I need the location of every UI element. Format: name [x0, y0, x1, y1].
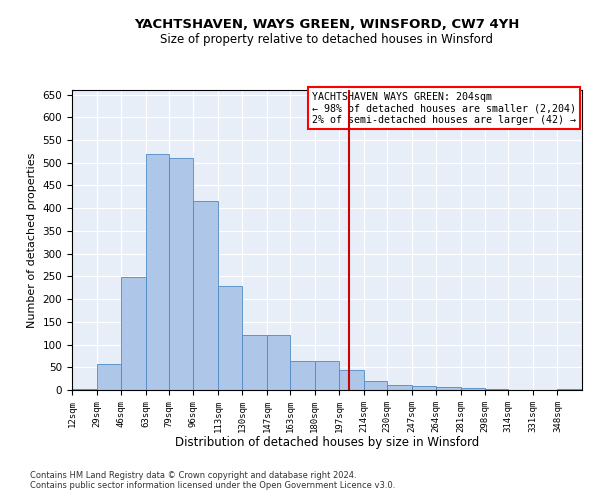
Bar [436, 387, 461, 390]
Text: Contains HM Land Registry data © Crown copyright and database right 2024.: Contains HM Land Registry data © Crown c… [30, 470, 356, 480]
Bar [485, 389, 508, 390]
Bar [121, 278, 146, 390]
Bar [557, 388, 582, 390]
Bar [461, 388, 485, 390]
Bar [193, 202, 218, 390]
Bar [412, 386, 436, 390]
Bar [218, 286, 242, 390]
Bar [97, 364, 121, 390]
Text: Distribution of detached houses by size in Winsford: Distribution of detached houses by size … [175, 436, 479, 449]
Text: YACHTSHAVEN WAYS GREEN: 204sqm
← 98% of detached houses are smaller (2,204)
2% o: YACHTSHAVEN WAYS GREEN: 204sqm ← 98% of … [312, 92, 576, 124]
Text: YACHTSHAVEN, WAYS GREEN, WINSFORD, CW7 4YH: YACHTSHAVEN, WAYS GREEN, WINSFORD, CW7 4… [134, 18, 520, 30]
Bar [339, 370, 364, 390]
Bar [169, 158, 193, 390]
Bar [72, 388, 97, 390]
Bar [387, 384, 412, 390]
Bar [315, 362, 339, 390]
Text: Size of property relative to detached houses in Winsford: Size of property relative to detached ho… [161, 32, 493, 46]
Bar [364, 381, 387, 390]
Bar [290, 362, 315, 390]
Y-axis label: Number of detached properties: Number of detached properties [27, 152, 37, 328]
Bar [146, 154, 169, 390]
Bar [242, 336, 267, 390]
Bar [267, 336, 290, 390]
Text: Contains public sector information licensed under the Open Government Licence v3: Contains public sector information licen… [30, 480, 395, 490]
